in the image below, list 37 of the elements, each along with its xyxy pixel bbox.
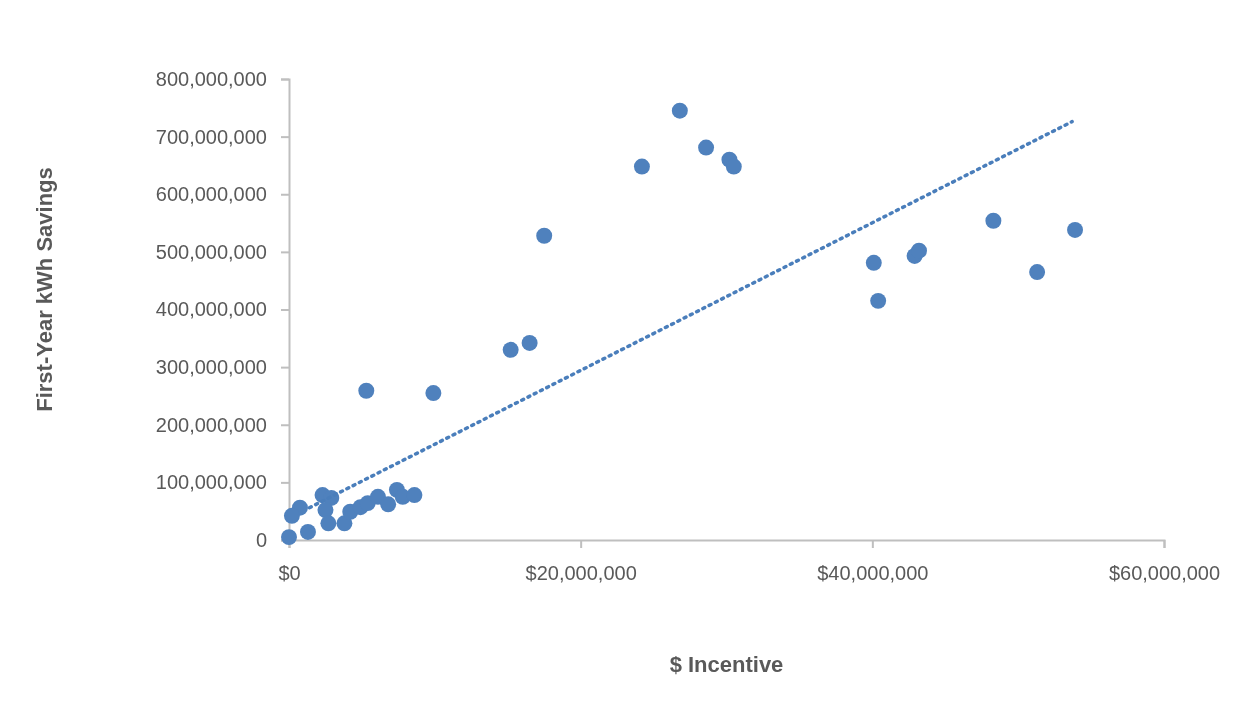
point xyxy=(320,515,337,532)
y-axis-title: First-Year kWh Savings xyxy=(32,167,57,412)
y-tick-label: 300,000,000 xyxy=(155,356,267,379)
x-tick-label: $60,000,000 xyxy=(1108,562,1221,585)
point xyxy=(521,334,538,351)
point xyxy=(425,385,442,402)
x-tick-label: $0 xyxy=(278,562,301,585)
point xyxy=(1067,222,1084,238)
point xyxy=(502,341,519,358)
point xyxy=(380,496,397,513)
x-tick-label: $40,000,000 xyxy=(817,562,929,585)
point xyxy=(317,502,334,518)
point xyxy=(283,507,300,524)
point xyxy=(299,523,316,540)
point xyxy=(358,382,375,399)
point xyxy=(985,212,1002,229)
point xyxy=(1029,264,1046,281)
y-tick-label: 100,000,000 xyxy=(155,471,267,494)
point xyxy=(725,158,742,175)
y-tick-label: 700,000,000 xyxy=(155,125,267,148)
point xyxy=(911,242,927,259)
point xyxy=(406,487,423,504)
y-tick-label: 500,000,000 xyxy=(155,240,267,263)
point xyxy=(698,139,715,156)
y-tick-label: 400,000,000 xyxy=(155,298,267,321)
x-tick-label: $20,000,000 xyxy=(525,562,637,585)
point xyxy=(671,102,688,119)
point xyxy=(865,254,882,271)
point xyxy=(536,227,553,244)
point xyxy=(633,158,650,175)
y-tick-label: 0 xyxy=(255,528,267,551)
y-tick-label: 200,000,000 xyxy=(155,413,267,436)
point xyxy=(281,529,297,546)
y-tick-label: 600,000,000 xyxy=(155,183,267,206)
y-tick-label: 800,000,000 xyxy=(155,67,267,90)
x-axis-title: $ Incentive xyxy=(669,652,784,677)
point xyxy=(870,292,887,309)
